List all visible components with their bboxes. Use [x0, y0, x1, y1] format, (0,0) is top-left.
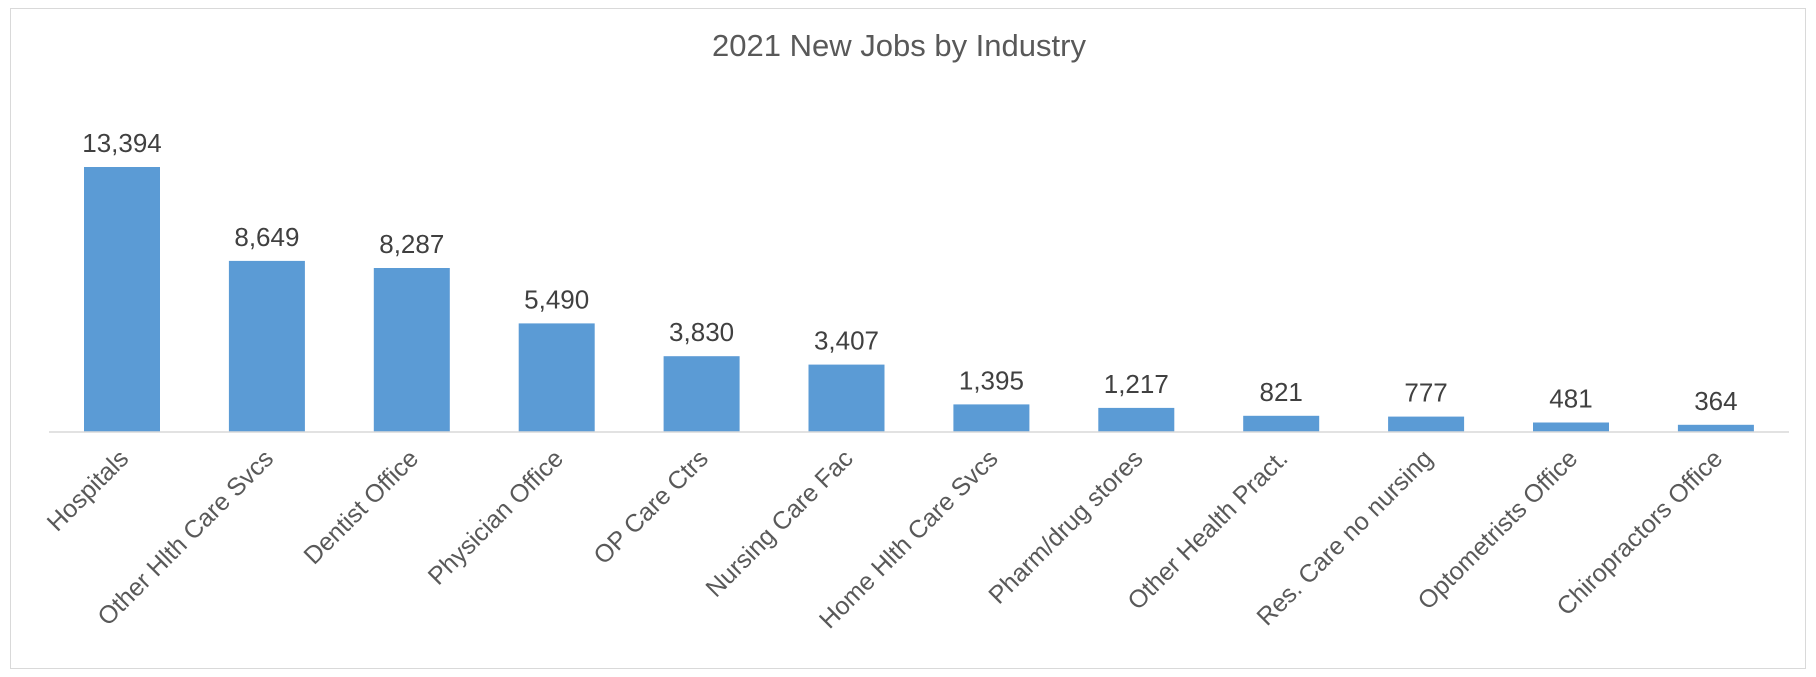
data-label-4: 3,830 [669, 317, 734, 347]
bar-2 [373, 268, 450, 432]
bar-1 [228, 260, 305, 432]
chart-title: 2021 New Jobs by Industry [712, 28, 1086, 63]
chart-frame: 2021 New Jobs by Industry 13,394 8,649 8,2… [10, 8, 1806, 669]
data-label-5: 3,407 [814, 326, 879, 356]
x-tick-label-5: Nursing Care Fac [700, 444, 858, 602]
bar-9 [1388, 416, 1465, 432]
data-label-6: 1,395 [959, 365, 1024, 395]
data-label-1: 8,649 [234, 222, 299, 252]
bar-0 [84, 167, 160, 432]
bar-chart: 2021 New Jobs by Industry 13,394 8,649 8,2… [42, 28, 1789, 634]
bars-layer [84, 167, 1754, 432]
x-tick-label-3: Physician Office [423, 444, 569, 590]
x-tick-label-8: Other Health Pract. [1122, 444, 1293, 615]
data-label-7: 1,217 [1104, 369, 1169, 399]
bar-10 [1533, 422, 1609, 432]
data-label-3: 5,490 [524, 284, 589, 314]
data-labels-layer: 13,394 8,649 8,287 5,490 3,830 3,407 1,395 1,21… [82, 128, 1737, 416]
bar-8 [1243, 415, 1320, 432]
bar-3 [518, 323, 595, 432]
data-label-8: 821 [1260, 377, 1303, 407]
data-label-9: 777 [1404, 378, 1447, 408]
bar-6 [953, 404, 1030, 432]
data-label-2: 8,287 [379, 229, 444, 259]
bar-11 [1677, 424, 1754, 432]
bar-4 [663, 356, 740, 432]
bar-5 [808, 364, 885, 432]
x-tick-label-11: Chiropractors Office [1551, 444, 1728, 621]
data-label-10: 481 [1549, 384, 1592, 414]
data-label-11: 364 [1694, 386, 1737, 416]
x-tick-label-2: Dentist Office [298, 444, 424, 570]
x-tick-label-4: OP Care Ctrs [588, 444, 714, 570]
x-tick-label-10: Optometrists Office [1412, 444, 1583, 615]
bar-7 [1098, 407, 1175, 432]
data-label-0: 13,394 [82, 128, 162, 158]
x-tick-label-7: Pharm/drug stores [983, 444, 1148, 609]
x-tick-label-0: Hospitals [42, 444, 135, 537]
